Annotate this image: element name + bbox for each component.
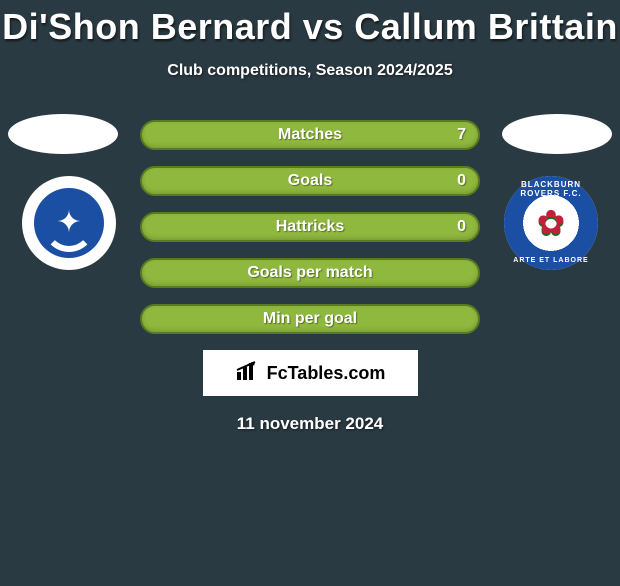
stat-label: Goals — [288, 172, 332, 190]
stat-label: Hattricks — [276, 218, 344, 236]
page-title: Di'Shon Bernard vs Callum Brittain — [0, 6, 620, 48]
stat-bar-min-per-goal: Min per goal — [140, 304, 480, 334]
stat-value: 7 — [457, 126, 466, 144]
stat-bar-goals: Goals 0 — [140, 166, 480, 196]
stat-bar-matches: Matches 7 — [140, 120, 480, 150]
rose-icon: ✿ — [537, 206, 566, 240]
stat-value: 0 — [457, 172, 466, 190]
badge-ring-text-top: BLACKBURN ROVERS F.C. — [504, 180, 598, 198]
stat-label: Min per goal — [263, 310, 357, 328]
comparison-area: ✦ BLACKBURN ROVERS F.C. ✿ ARTE ET LABORE… — [0, 120, 620, 434]
date-text: 11 november 2024 — [0, 414, 620, 434]
player-right-avatar — [502, 114, 612, 154]
stat-value: 0 — [457, 218, 466, 236]
stat-bars: Matches 7 Goals 0 Hattricks 0 Goals per … — [140, 120, 480, 334]
crescent-icon — [43, 200, 95, 252]
stat-bar-goals-per-match: Goals per match — [140, 258, 480, 288]
subtitle: Club competitions, Season 2024/2025 — [0, 62, 620, 80]
portsmouth-icon: ✦ — [34, 188, 104, 258]
club-badge-left: ✦ — [22, 176, 116, 270]
brand-banner: FcTables.com — [203, 350, 418, 396]
badge-ring-text-bottom: ARTE ET LABORE — [504, 257, 598, 264]
blackburn-icon: BLACKBURN ROVERS F.C. ✿ ARTE ET LABORE — [504, 176, 598, 270]
stat-bar-hattricks: Hattricks 0 — [140, 212, 480, 242]
stat-label: Matches — [278, 126, 342, 144]
brand-text: FcTables.com — [267, 363, 386, 384]
bar-chart-icon — [235, 360, 261, 387]
player-left-avatar — [8, 114, 118, 154]
stat-label: Goals per match — [247, 264, 372, 282]
club-badge-right: BLACKBURN ROVERS F.C. ✿ ARTE ET LABORE — [504, 176, 598, 270]
